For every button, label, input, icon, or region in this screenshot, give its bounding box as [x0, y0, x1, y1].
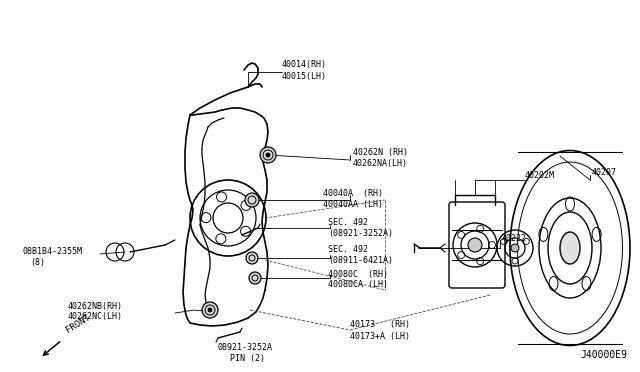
Text: (8): (8) — [30, 259, 45, 267]
Text: 40040AA (LH): 40040AA (LH) — [323, 199, 383, 208]
Circle shape — [246, 252, 258, 264]
Text: 08B1B4-2355M: 08B1B4-2355M — [22, 247, 82, 257]
Text: 40173+A (LH): 40173+A (LH) — [350, 331, 410, 340]
Circle shape — [249, 272, 261, 284]
Text: 40080CA (LH): 40080CA (LH) — [328, 280, 388, 289]
Text: 40202M: 40202M — [525, 170, 555, 180]
Text: 40262NB(RH): 40262NB(RH) — [68, 301, 123, 311]
Text: J40000E9: J40000E9 — [580, 350, 627, 360]
Circle shape — [202, 302, 218, 318]
Text: SEC. 492: SEC. 492 — [328, 218, 368, 227]
Circle shape — [208, 308, 212, 312]
Text: 40080C  (RH): 40080C (RH) — [328, 269, 388, 279]
Text: (08921-3252A): (08921-3252A) — [328, 228, 393, 237]
Text: 40262NA(LH): 40262NA(LH) — [353, 158, 408, 167]
Text: 40040A  (RH): 40040A (RH) — [323, 189, 383, 198]
Circle shape — [468, 238, 482, 252]
Circle shape — [245, 193, 259, 207]
Text: 40262N (RH): 40262N (RH) — [353, 148, 408, 157]
Text: 40262NC(LH): 40262NC(LH) — [68, 312, 123, 321]
Circle shape — [266, 153, 270, 157]
Text: 40014(RH): 40014(RH) — [282, 60, 327, 68]
Text: PIN (2): PIN (2) — [230, 353, 265, 362]
Text: SEC. 492: SEC. 492 — [328, 246, 368, 254]
Circle shape — [260, 147, 276, 163]
Text: 40207: 40207 — [592, 167, 617, 176]
Text: 40015(LH): 40015(LH) — [282, 71, 327, 80]
Ellipse shape — [560, 232, 580, 264]
Text: 40222: 40222 — [502, 234, 527, 243]
Text: 40173   (RH): 40173 (RH) — [350, 321, 410, 330]
Text: 08921-3252A: 08921-3252A — [218, 343, 273, 352]
Circle shape — [511, 244, 519, 252]
Text: FRONT: FRONT — [64, 313, 92, 335]
Text: (08911-6421A): (08911-6421A) — [328, 257, 393, 266]
